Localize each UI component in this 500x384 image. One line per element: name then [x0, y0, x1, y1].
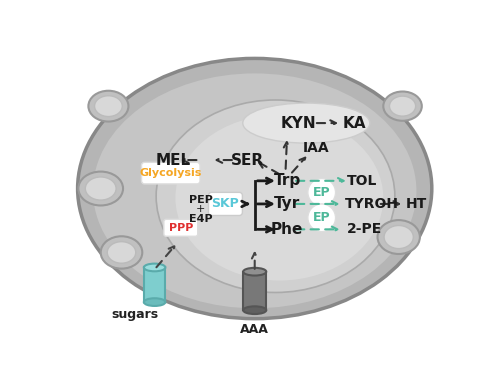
Text: PPP: PPP [168, 223, 193, 233]
Ellipse shape [378, 220, 420, 254]
Text: TYROH: TYROH [345, 197, 399, 211]
Text: KA: KA [343, 116, 366, 131]
Ellipse shape [88, 91, 128, 122]
Bar [144, 267, 166, 302]
Text: Glycolysis: Glycolysis [140, 168, 202, 178]
Text: HT: HT [406, 197, 427, 211]
Text: +: + [196, 204, 205, 214]
Text: Phe: Phe [271, 222, 303, 237]
FancyBboxPatch shape [164, 219, 198, 236]
Ellipse shape [243, 103, 370, 143]
Text: E4P: E4P [189, 214, 212, 223]
Text: SKP: SKP [212, 197, 240, 210]
FancyBboxPatch shape [208, 192, 242, 215]
Ellipse shape [100, 236, 142, 269]
Circle shape [308, 179, 336, 206]
Text: EP: EP [313, 186, 330, 199]
Ellipse shape [93, 73, 416, 308]
Ellipse shape [86, 177, 116, 200]
Ellipse shape [78, 172, 123, 205]
Ellipse shape [94, 96, 122, 116]
Text: AAA: AAA [240, 323, 269, 336]
Ellipse shape [243, 306, 266, 314]
Ellipse shape [384, 91, 422, 121]
Ellipse shape [390, 96, 415, 116]
Ellipse shape [144, 263, 166, 271]
Ellipse shape [243, 268, 266, 276]
Text: SER: SER [230, 152, 264, 167]
Ellipse shape [78, 58, 432, 319]
Ellipse shape [176, 115, 384, 281]
Text: TOL: TOL [348, 174, 378, 188]
Text: IAA: IAA [303, 141, 330, 156]
FancyBboxPatch shape [142, 162, 200, 184]
Text: 2-PE: 2-PE [346, 222, 382, 236]
Ellipse shape [156, 100, 395, 293]
Text: Tyr: Tyr [274, 197, 300, 212]
Text: sugars: sugars [111, 308, 158, 321]
Text: PEP: PEP [189, 195, 212, 205]
Text: MEL: MEL [156, 152, 190, 167]
Ellipse shape [144, 298, 166, 306]
Circle shape [308, 204, 336, 232]
Text: EP: EP [313, 211, 330, 224]
Text: Trp: Trp [274, 173, 300, 188]
Ellipse shape [108, 242, 136, 263]
Text: KYN: KYN [281, 116, 316, 131]
Ellipse shape [384, 225, 414, 248]
Bar [243, 272, 266, 310]
